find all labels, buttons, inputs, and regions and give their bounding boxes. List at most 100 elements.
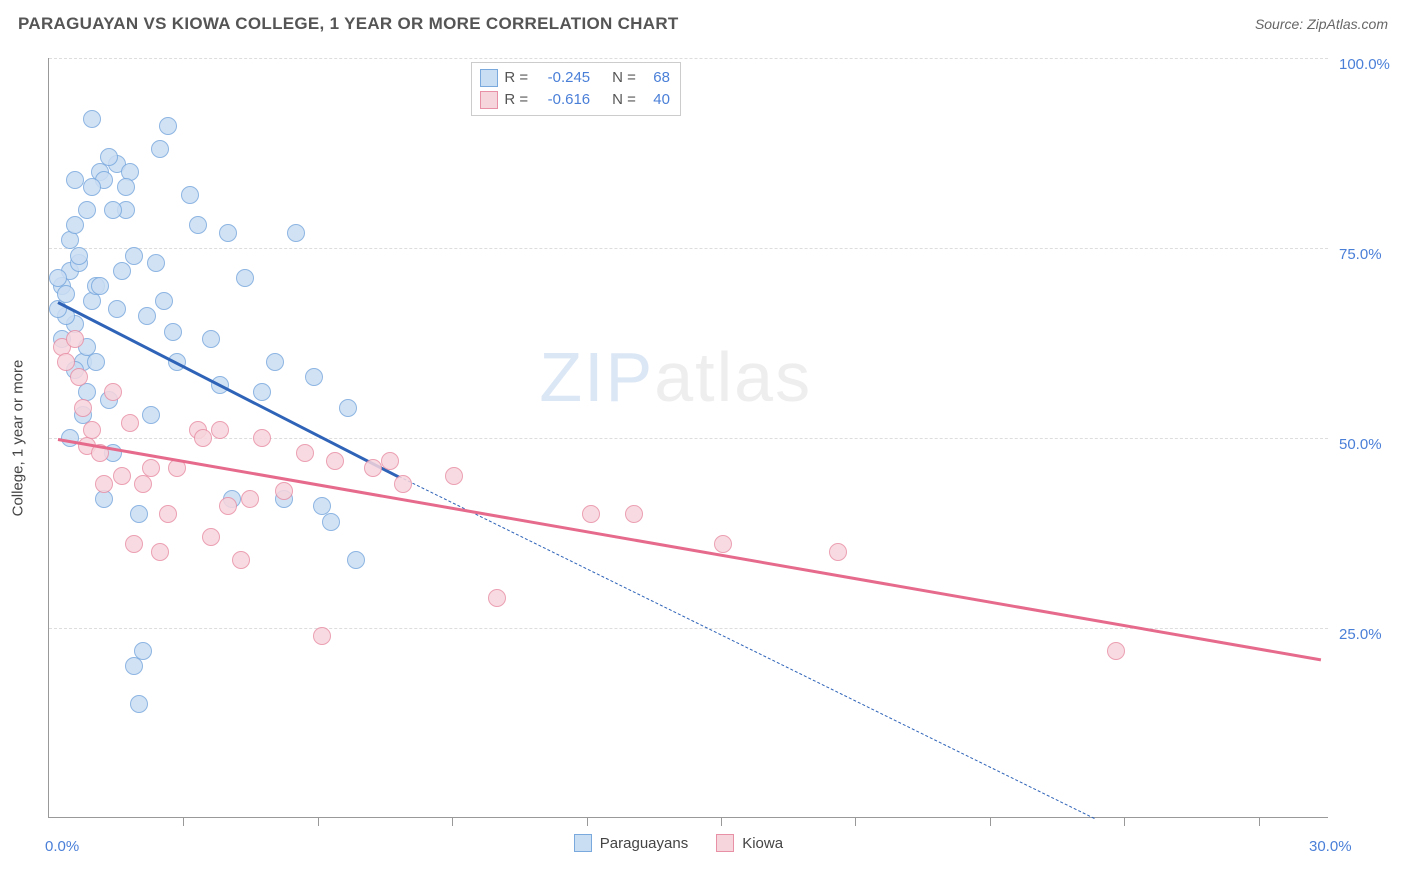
data-point: [66, 216, 84, 234]
data-point: [104, 383, 122, 401]
data-point: [100, 148, 118, 166]
y-axis-label: College, 1 year or more: [10, 360, 27, 517]
legend-swatch: [480, 69, 498, 87]
data-point: [181, 186, 199, 204]
data-point: [219, 224, 237, 242]
legend-label: Paraguayans: [600, 835, 688, 852]
data-point: [159, 117, 177, 135]
x-tick-mark: [1259, 818, 1260, 826]
data-point: [49, 269, 67, 287]
stat-value-r: -0.245: [534, 67, 590, 89]
data-point: [582, 505, 600, 523]
data-point: [138, 307, 156, 325]
data-point: [339, 399, 357, 417]
stats-legend: R =-0.245N =68R =-0.616N =40: [471, 62, 681, 116]
data-point: [364, 459, 382, 477]
watermark-zip: ZIP: [539, 338, 654, 416]
x-tick-mark: [721, 818, 722, 826]
data-point: [66, 171, 84, 189]
legend-item: Paraguayans: [574, 834, 688, 852]
data-point: [266, 353, 284, 371]
data-point: [87, 353, 105, 371]
series-legend: Paraguayans Kiowa: [574, 834, 783, 852]
data-point: [241, 490, 259, 508]
data-point: [305, 368, 323, 386]
data-point: [70, 368, 88, 386]
data-point: [253, 383, 271, 401]
stat-value-n: 40: [642, 89, 670, 111]
data-point: [113, 262, 131, 280]
data-point: [66, 330, 84, 348]
data-point: [287, 224, 305, 242]
y-tick-label: 75.0%: [1339, 246, 1382, 263]
x-tick-mark: [318, 818, 319, 826]
data-point: [296, 444, 314, 462]
stat-value-r: -0.616: [534, 89, 590, 111]
y-tick-label: 100.0%: [1339, 56, 1390, 73]
x-tick-mark: [990, 818, 991, 826]
data-point: [125, 247, 143, 265]
data-point: [381, 452, 399, 470]
chart-title: PARAGUAYAN VS KIOWA COLLEGE, 1 YEAR OR M…: [18, 14, 679, 34]
y-tick-label: 25.0%: [1339, 626, 1382, 643]
data-point: [625, 505, 643, 523]
data-point: [189, 216, 207, 234]
data-point: [155, 292, 173, 310]
legend-swatch: [480, 91, 498, 109]
data-point: [194, 429, 212, 447]
data-point: [202, 528, 220, 546]
legend-item: Kiowa: [716, 834, 783, 852]
data-point: [78, 201, 96, 219]
gridline: [49, 58, 1328, 59]
stat-label-r: R =: [504, 89, 528, 111]
data-point: [445, 467, 463, 485]
data-point: [147, 254, 165, 272]
stat-label-n: N =: [612, 67, 636, 89]
data-point: [275, 482, 293, 500]
data-point: [117, 178, 135, 196]
stat-label-r: R =: [504, 67, 528, 89]
data-point: [159, 505, 177, 523]
watermark-atlas: atlas: [654, 338, 812, 416]
header: PARAGUAYAN VS KIOWA COLLEGE, 1 YEAR OR M…: [0, 0, 1406, 46]
data-point: [142, 459, 160, 477]
data-point: [83, 421, 101, 439]
data-point: [211, 421, 229, 439]
data-point: [202, 330, 220, 348]
data-point: [113, 467, 131, 485]
x-tick-mark: [587, 818, 588, 826]
data-point: [121, 414, 139, 432]
legend-swatch: [574, 834, 592, 852]
gridline: [49, 438, 1328, 439]
data-point: [151, 140, 169, 158]
data-point: [151, 543, 169, 561]
data-point: [83, 110, 101, 128]
stats-legend-row: R =-0.616N =40: [480, 89, 670, 111]
x-tick-label: 30.0%: [1309, 838, 1352, 855]
data-point: [104, 201, 122, 219]
x-tick-mark: [452, 818, 453, 826]
x-tick-label: 0.0%: [45, 838, 79, 855]
watermark: ZIPatlas: [539, 337, 812, 417]
data-point: [134, 642, 152, 660]
data-point: [394, 475, 412, 493]
stat-value-n: 68: [642, 67, 670, 89]
data-point: [142, 406, 160, 424]
data-point: [253, 429, 271, 447]
data-point: [347, 551, 365, 569]
data-point: [714, 535, 732, 553]
data-point: [70, 247, 88, 265]
data-point: [108, 300, 126, 318]
data-point: [57, 353, 75, 371]
data-point: [322, 513, 340, 531]
data-point: [74, 399, 92, 417]
data-point: [125, 535, 143, 553]
data-point: [130, 695, 148, 713]
data-point: [232, 551, 250, 569]
plot-area: ZIPatlas 25.0%50.0%75.0%100.0%0.0%30.0%R…: [48, 58, 1328, 818]
data-point: [326, 452, 344, 470]
legend-label: Kiowa: [742, 835, 783, 852]
x-tick-mark: [855, 818, 856, 826]
data-point: [236, 269, 254, 287]
data-point: [130, 505, 148, 523]
